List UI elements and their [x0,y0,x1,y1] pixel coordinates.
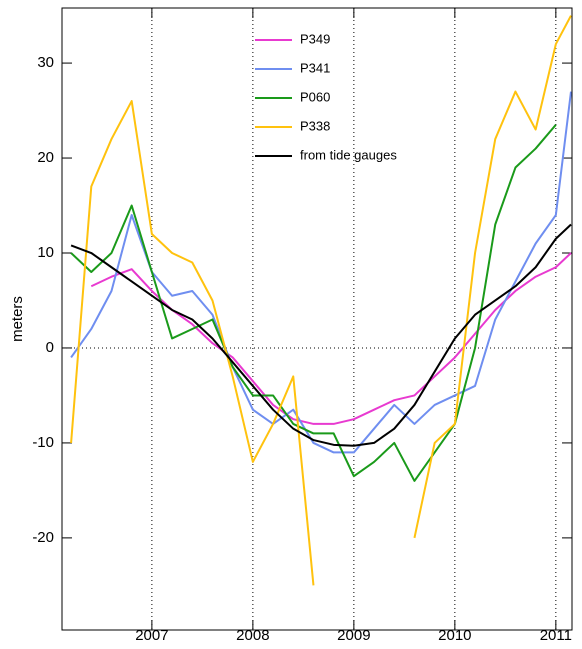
x-tick-label: 2007 [135,627,168,644]
y-tick-label: 20 [37,149,54,166]
legend-label: P338 [300,118,330,133]
data-line [70,15,572,586]
data-line [90,252,572,425]
x-tick-label: 2010 [438,627,471,644]
x-tick-label: 2008 [236,627,269,644]
legend-label: P341 [300,60,330,75]
data-line [70,91,572,454]
y-tick-label: 10 [37,244,54,261]
data-line [70,124,557,482]
y-tick-label: -10 [32,434,54,451]
legend-label: P060 [300,89,330,104]
legend-label: from tide gauges [300,147,397,162]
y-tick-label: 30 [37,54,54,71]
data-line [70,223,572,447]
x-tick-label: 2011 [540,627,572,644]
legend-label: P349 [300,31,330,46]
x-tick-label: 2009 [337,627,370,644]
y-axis-label: meters [9,296,26,342]
plot-frame [61,7,573,631]
y-tick-label: -20 [32,529,54,546]
y-tick-label: 0 [46,339,54,356]
